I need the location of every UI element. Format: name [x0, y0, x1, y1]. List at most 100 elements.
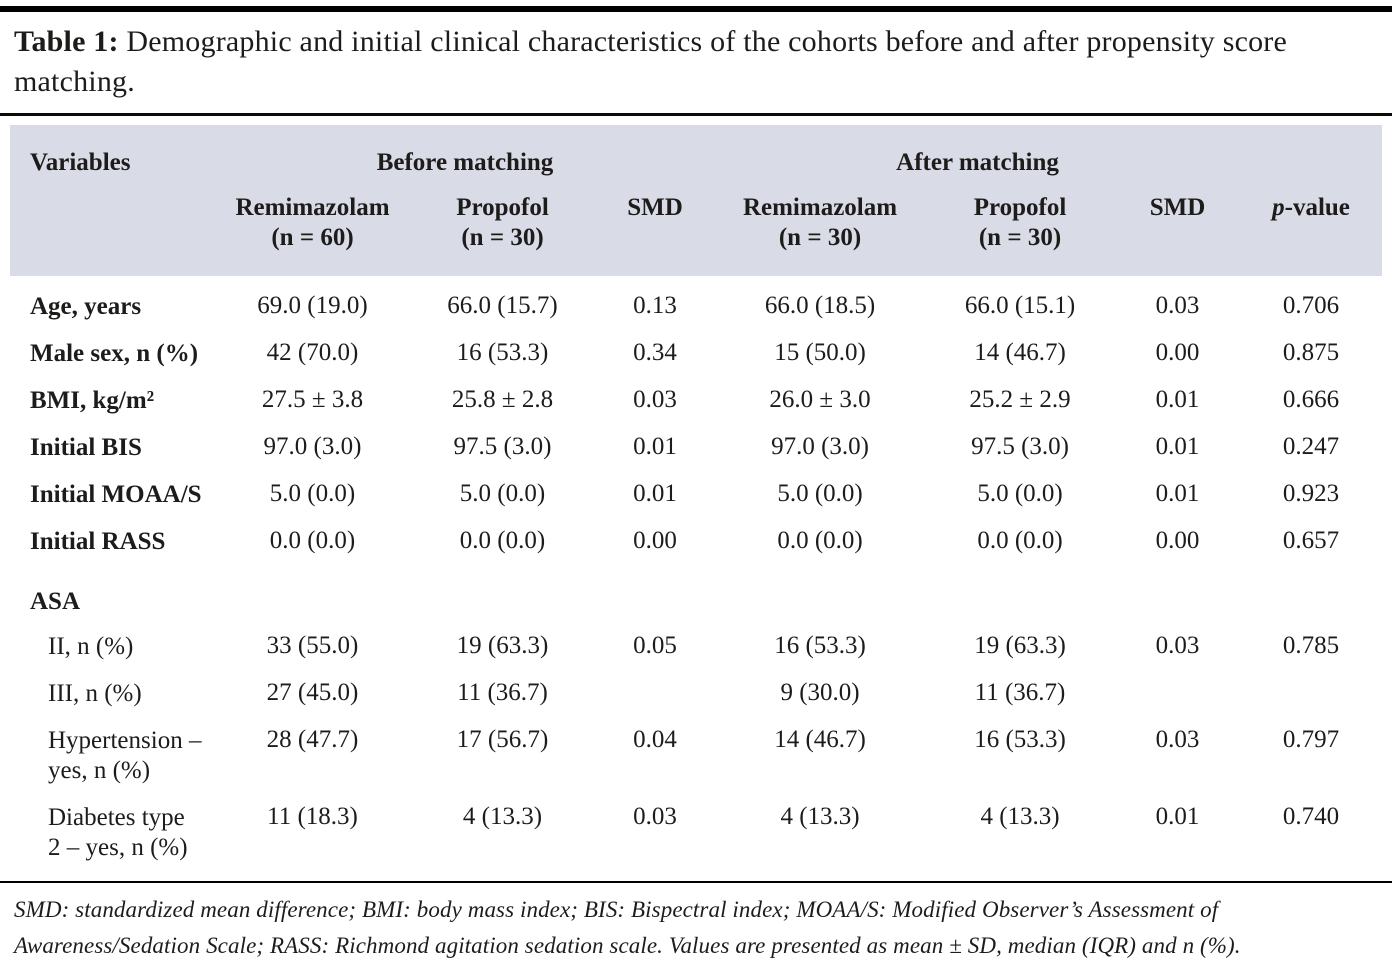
cell: 19 (63.3): [456, 632, 549, 660]
cell: [1240, 565, 1382, 623]
cell: 0.0 (0.0): [459, 527, 546, 555]
table-row-bmi: BMI, kg/m² 27.5 ± 3.8 25.8 ± 2.8 0.03 26…: [10, 377, 1382, 424]
row-label: II, n (%): [48, 633, 134, 661]
table-footnote: SMD: standardized mean difference; BMI: …: [14, 897, 1241, 958]
cell: 97.0 (3.0): [263, 433, 362, 461]
cell: 0.00: [633, 527, 677, 555]
row-label: Diabetes type 2 – yes, n (%): [48, 804, 188, 862]
cell: 27.5 ± 3.8: [261, 386, 364, 414]
cell: 5.0 (0.0): [459, 480, 546, 508]
cell: 97.0 (3.0): [771, 433, 869, 461]
cell: 11 (36.7): [974, 679, 1066, 707]
row-label: Age, years: [30, 293, 142, 321]
row-label: Initial RASS: [30, 528, 166, 556]
cell: 19 (63.3): [974, 632, 1066, 660]
table-row-initial-bis: Initial BIS 97.0 (3.0) 97.5 (3.0) 0.01 9…: [10, 424, 1382, 471]
table-caption: Table 1: Demographic and initial clinica…: [0, 12, 1392, 113]
cell: 0.0 (0.0): [777, 527, 863, 555]
cell: 0.05: [633, 632, 677, 660]
table-row-asa-ii: II, n (%) 33 (55.0) 19 (63.3) 0.05 16 (5…: [10, 623, 1382, 670]
cell: 69.0 (19.0): [257, 292, 368, 320]
cell: 0.785: [1282, 632, 1340, 660]
cell: 0.04: [633, 726, 677, 754]
p-value-rest: -value: [1284, 194, 1350, 222]
table-row-hypertension: Hypertension – yes, n (%) 28 (47.7) 17 (…: [10, 717, 1382, 794]
cell: 0.03: [1155, 632, 1200, 660]
cell: [1240, 670, 1382, 717]
table-caption-text: Demographic and initial clinical charact…: [14, 25, 1287, 98]
characteristics-table: Variables Before matching After matching…: [10, 125, 1383, 871]
cell: 42 (70.0): [266, 339, 359, 367]
caption-rule: [0, 113, 1392, 117]
cell: 11 (18.3): [267, 803, 358, 831]
group-header-after-matching: After matching: [715, 125, 1241, 182]
cell: 0.01: [1155, 480, 1200, 508]
cell: 14 (46.7): [774, 726, 866, 754]
column-header-variables: Variables: [10, 125, 215, 277]
cell: 5.0 (0.0): [777, 480, 863, 508]
table-row-initial-rass: Initial RASS 0.0 (0.0) 0.0 (0.0) 0.00 0.…: [10, 518, 1382, 565]
row-label: BMI, kg/m²: [30, 387, 155, 415]
table-caption-label: Table 1:: [14, 25, 119, 58]
cell: 28 (47.7): [266, 726, 359, 754]
cell: 97.5 (3.0): [971, 433, 1069, 461]
cell: [715, 565, 925, 623]
cell: [410, 565, 595, 623]
cell: 0.875: [1282, 339, 1340, 367]
cell: 66.0 (15.7): [447, 292, 558, 320]
cell: [595, 670, 715, 717]
cell: 16 (53.3): [774, 632, 866, 660]
cell: 0.797: [1282, 726, 1340, 754]
cell: 0.03: [1155, 292, 1200, 320]
column-header-propofol-after: Propofol (n = 30): [925, 181, 1116, 277]
cell: [1115, 670, 1240, 717]
cell: 0.34: [633, 339, 677, 367]
cell: 4 (13.3): [980, 803, 1060, 831]
cell: 66.0 (15.1): [964, 292, 1076, 320]
row-label: III, n (%): [48, 680, 142, 708]
cell: [925, 565, 1115, 623]
cell: 0.01: [1155, 433, 1200, 461]
cell: 0.01: [1155, 803, 1200, 831]
cell: 4 (13.3): [462, 803, 543, 831]
row-label: Initial MOAA/S: [30, 481, 202, 509]
cell: 0.657: [1282, 527, 1340, 555]
cell: 0.00: [1155, 339, 1200, 367]
cell: 17 (56.7): [456, 726, 549, 754]
cell: 33 (55.0): [266, 632, 359, 660]
table-row-male-sex: Male sex, n (%) 42 (70.0) 16 (53.3) 0.34…: [10, 330, 1382, 377]
row-label: Male sex, n (%): [30, 340, 199, 368]
cell: 0.0 (0.0): [977, 527, 1063, 555]
cell: [215, 565, 410, 623]
footnote-rule: [0, 881, 1392, 884]
cell: 25.2 ± 2.9: [969, 386, 1071, 414]
p-value-italic-p: p: [1272, 194, 1285, 222]
cell: 4 (13.3): [780, 803, 860, 831]
section-label: ASA: [30, 588, 81, 616]
cell: 0.03: [633, 386, 677, 414]
cell: 0.666: [1282, 386, 1340, 414]
group-header-before-matching: Before matching: [215, 125, 716, 182]
cell: 26.0 ± 3.0: [769, 386, 871, 414]
cell: 66.0 (18.5): [764, 292, 876, 320]
cell: 5.0 (0.0): [269, 480, 356, 508]
cell: 11 (36.7): [457, 679, 548, 707]
cell: 9 (30.0): [780, 679, 860, 707]
table-row-diabetes: Diabetes type 2 – yes, n (%) 11 (18.3) 4…: [10, 794, 1382, 871]
table-row-initial-moaas: Initial MOAA/S 5.0 (0.0) 5.0 (0.0) 0.01 …: [10, 471, 1382, 518]
cell: 0.01: [633, 480, 677, 508]
row-label: Hypertension – yes, n (%): [48, 727, 202, 785]
top-rule: [0, 6, 1392, 12]
cell: 0.03: [1155, 726, 1200, 754]
cell: 25.8 ± 2.8: [451, 386, 554, 414]
cell: 15 (50.0): [774, 339, 866, 367]
table-header: Variables Before matching After matching…: [10, 125, 1383, 277]
row-label: Initial BIS: [30, 434, 142, 462]
cell: [595, 565, 715, 623]
cell: 0.706: [1282, 292, 1340, 320]
cell: 0.923: [1282, 480, 1340, 508]
cell: 16 (53.3): [974, 726, 1066, 754]
cell: 16 (53.3): [456, 339, 549, 367]
cell: 0.00: [1155, 527, 1200, 555]
cell: 97.5 (3.0): [453, 433, 552, 461]
